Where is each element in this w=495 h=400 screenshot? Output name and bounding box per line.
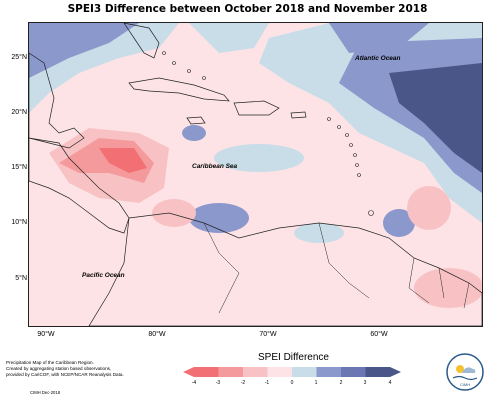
- legend-swatch-1: [218, 367, 243, 377]
- land-hispaniola: [233, 100, 280, 116]
- lat-label-5: 5°N: [15, 275, 27, 282]
- footer-credit: CIMH Dec-2018: [30, 390, 61, 395]
- legend-swatch-6: [341, 367, 366, 377]
- field-dark-blue-ne: [389, 63, 482, 173]
- land-lesser-antilles: [327, 117, 374, 216]
- land-jamaica: [186, 116, 206, 125]
- footer-note: Precipitation Map of the Caribbean Regio…: [6, 360, 156, 378]
- legend-colorbar: [183, 367, 401, 377]
- cimh-logo-icon: CIMH: [446, 353, 484, 391]
- field-blue-south: [189, 203, 249, 233]
- field-mid-blue-nw: [29, 23, 139, 78]
- field-blue-north: [329, 23, 429, 53]
- legend-swatch-4: [292, 367, 317, 377]
- land-mexico: [29, 52, 85, 149]
- lon-label-80: 80°W: [148, 331, 166, 338]
- legend-swatch-3: [267, 367, 292, 377]
- lat-label-15: 15°N: [11, 164, 27, 171]
- lon-label-90: 90°W: [37, 331, 55, 338]
- land-central-america: [29, 137, 130, 234]
- land-borders: [203, 222, 470, 314]
- lat-label-10: 10°N: [11, 219, 27, 226]
- footer-note-line3: provided by CariCOF, with NCEP/NCAR Rean…: [6, 372, 124, 377]
- legend-tick-8: 4: [388, 380, 392, 386]
- lon-label-60: 60°W: [370, 331, 388, 338]
- land-cuba: [128, 77, 230, 102]
- legend-title: SPEI Difference: [258, 352, 329, 363]
- logo-text: CIMH: [460, 382, 470, 387]
- legend-tick-2: -2: [240, 380, 246, 386]
- legend-swatch-5: [316, 367, 341, 377]
- field-pink-east: [407, 186, 451, 230]
- field-light-blue-north: [189, 23, 269, 53]
- lon-label-70: 70°W: [259, 331, 277, 338]
- field-pink-sw: [152, 199, 196, 227]
- field-deep-red-central: [99, 148, 147, 173]
- legend-arrow-left: [183, 367, 194, 377]
- lat-label-25: 25°N: [11, 54, 27, 61]
- legend-tick-0: -4: [191, 380, 197, 386]
- legend-tick-6: 2: [339, 380, 343, 386]
- field-pacific: [29, 193, 109, 326]
- label-atlantic-ocean: Atlantic Ocean: [355, 55, 401, 62]
- legend-arrow-right: [390, 367, 401, 377]
- field-pink-guiana: [414, 268, 482, 308]
- field-blue-venezuela: [294, 223, 344, 243]
- legend-swatch-0: [194, 367, 219, 377]
- label-pacific-ocean: Pacific Ocean: [82, 272, 125, 279]
- label-caribbean-sea: Caribbean Sea: [192, 163, 238, 170]
- land-florida: [123, 23, 160, 59]
- map-area: [28, 22, 483, 327]
- land-bahamas: [162, 51, 206, 80]
- legend-swatch-2: [243, 367, 268, 377]
- footer-note-line1: Precipitation Map of the Caribbean Regio…: [6, 360, 94, 365]
- legend-tick-7: 3: [363, 380, 367, 386]
- legend-tick-5: 1: [314, 380, 318, 386]
- map-title: SPEI3 Difference between October 2018 an…: [67, 3, 428, 15]
- land-puerto-rico: [290, 111, 307, 119]
- legend-tick-3: -1: [264, 380, 270, 386]
- legend-tick-4: 0: [290, 380, 294, 386]
- legend-tick-1: -3: [215, 380, 221, 386]
- field-blue-caribbean: [214, 144, 304, 172]
- spei-map: [29, 23, 482, 326]
- footer-note-line2: Created by aggregating station based obs…: [6, 366, 112, 371]
- field-blue-trinidad: [383, 209, 415, 237]
- legend-swatch-7: [365, 367, 390, 377]
- lat-label-20: 20°N: [11, 109, 27, 116]
- field-blue-jamaica: [182, 125, 206, 141]
